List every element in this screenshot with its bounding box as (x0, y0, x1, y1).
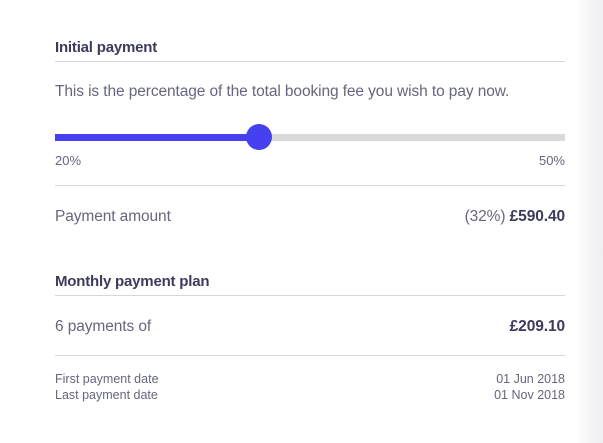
initial-payment-description: This is the percentage of the total book… (55, 83, 510, 100)
initial-payment-title: Initial payment (55, 38, 565, 62)
slider-track[interactable] (55, 124, 565, 150)
slider-labels: 20% 50% (55, 153, 565, 169)
divider (55, 355, 565, 356)
first-payment-date-row: First payment date 01 Jun 2018 (55, 371, 565, 387)
last-payment-date-label: Last payment date (55, 388, 158, 402)
payment-dates: First payment date 01 Jun 2018 Last paym… (55, 371, 565, 403)
monthly-plan-section: Monthly payment plan 6 payments of £209.… (55, 272, 565, 403)
first-payment-date-label: First payment date (55, 372, 159, 386)
percentage-slider[interactable] (55, 124, 565, 150)
slider-min-label: 20% (55, 153, 82, 168)
monthly-amount-value: £209.10 (509, 318, 565, 335)
first-payment-date-value: 01 Jun 2018 (496, 372, 565, 386)
payment-percent: (32%) (464, 208, 506, 225)
last-payment-date-value: 01 Nov 2018 (494, 388, 565, 402)
last-payment-date-row: Last payment date 01 Nov 2018 (55, 387, 565, 403)
right-edge-shadow (575, 0, 603, 443)
payment-panel-content: Initial payment This is the percentage o… (55, 38, 565, 403)
slider-max-label: 50% (538, 153, 565, 168)
monthly-plan-title: Monthly payment plan (55, 272, 565, 296)
payment-amount-group: (32%) £590.40 (464, 207, 566, 226)
slider-fill (55, 133, 259, 141)
initial-payment-section: Initial payment This is the percentage o… (55, 38, 565, 226)
payment-amount-value: £590.40 (509, 208, 565, 225)
payment-amount-label: Payment amount (55, 208, 171, 225)
slider-thumb[interactable] (246, 124, 272, 150)
payment-amount-row: Payment amount (32%) £590.40 (55, 207, 565, 226)
payments-count-label: 6 payments of (55, 318, 152, 335)
divider (55, 185, 565, 186)
payments-row: 6 payments of £209.10 (55, 317, 565, 336)
